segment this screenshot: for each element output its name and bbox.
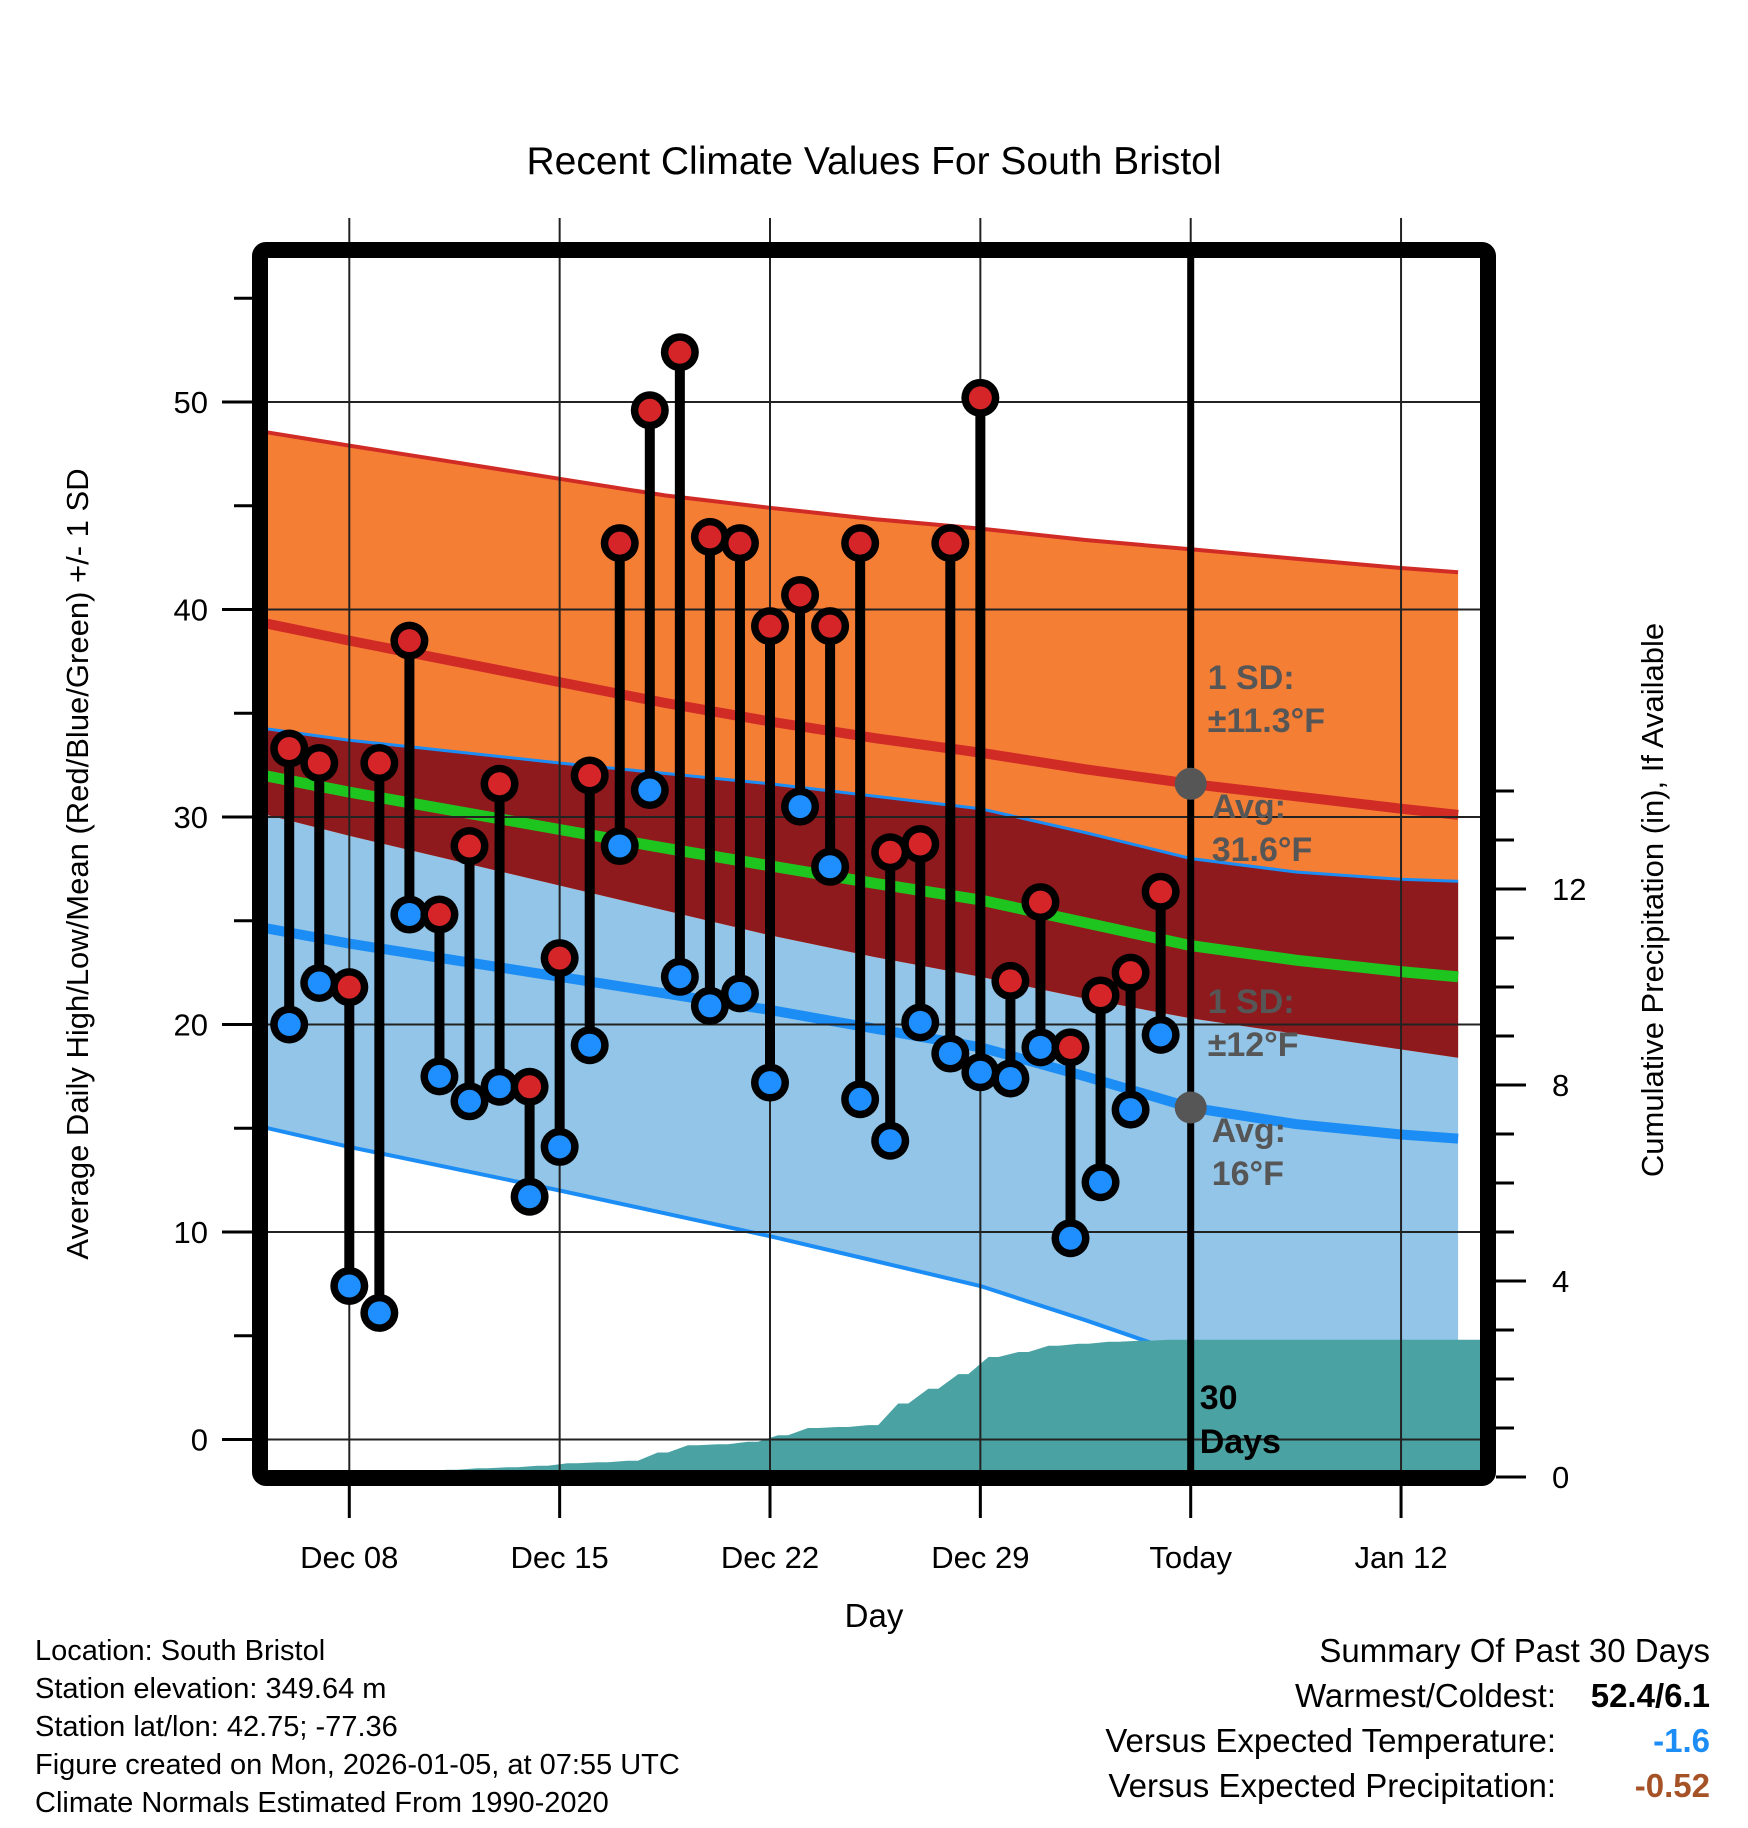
svg-text:40: 40: [174, 593, 208, 628]
summary-row-vs-temperature: Versus Expected Temperature: -1.6: [1105, 1718, 1710, 1763]
station-info: Location: South Bristol Station elevatio…: [35, 1632, 680, 1822]
svg-text:8: 8: [1552, 1068, 1569, 1103]
summary-value: -1.6: [1653, 1722, 1710, 1759]
svg-text:1 SD:: 1 SD:: [1208, 659, 1295, 697]
figure-created: Figure created on Mon, 2026-01-05, at 07…: [35, 1749, 680, 1781]
summary-title: Summary Of Past 30 Days: [1319, 1632, 1710, 1669]
summary-label: Warmest/Coldest:: [1294, 1677, 1556, 1714]
svg-text:Dec 22: Dec 22: [721, 1540, 819, 1575]
svg-text:30: 30: [1200, 1379, 1238, 1417]
svg-text:12: 12: [1552, 872, 1586, 907]
svg-text:4: 4: [1552, 1264, 1569, 1299]
climate-normals-note: Climate Normals Estimated From 1990-2020: [35, 1787, 609, 1819]
svg-text:10: 10: [174, 1215, 208, 1250]
x-axis-label: Day: [844, 1597, 904, 1634]
svg-text:Avg:: Avg:: [1212, 788, 1286, 826]
svg-text:Days: Days: [1200, 1423, 1281, 1461]
svg-text:Dec 15: Dec 15: [511, 1540, 609, 1575]
svg-text:Jan 12: Jan 12: [1355, 1540, 1448, 1575]
svg-text:20: 20: [174, 1008, 208, 1043]
svg-text:Dec 08: Dec 08: [300, 1540, 398, 1575]
y-axis-label-right: Cumulative Precipitation (in), If Availa…: [1635, 622, 1670, 1178]
svg-text:50: 50: [174, 385, 208, 420]
summary-panel: Summary Of Past 30 Days Warmest/Coldest:…: [1105, 1628, 1710, 1808]
svg-text:30: 30: [174, 800, 208, 835]
station-latlon: Station lat/lon: 42.75; -77.36: [35, 1711, 398, 1743]
svg-text:±11.3°F: ±11.3°F: [1208, 702, 1325, 740]
summary-value: -0.52: [1634, 1767, 1710, 1804]
summary-label: Versus Expected Temperature:: [1105, 1722, 1556, 1759]
svg-text:Today: Today: [1149, 1540, 1232, 1575]
station-location: Location: South Bristol: [35, 1635, 326, 1667]
svg-text:Avg:: Avg:: [1212, 1112, 1286, 1150]
summary-row-vs-precipitation: Versus Expected Precipitation: -0.52: [1105, 1763, 1710, 1808]
svg-text:±12°F: ±12°F: [1208, 1026, 1299, 1064]
svg-text:0: 0: [1552, 1460, 1569, 1495]
chart-title: Recent Climate Values For South Bristol: [526, 140, 1222, 183]
svg-text:1 SD:: 1 SD:: [1208, 983, 1295, 1021]
summary-row-warmest-coldest: Warmest/Coldest: 52.4/6.1: [1105, 1673, 1710, 1718]
svg-text:0: 0: [191, 1423, 208, 1458]
summary-value: 52.4/6.1: [1590, 1677, 1710, 1714]
svg-text:Dec 29: Dec 29: [931, 1540, 1029, 1575]
svg-text:31.6°F: 31.6°F: [1212, 831, 1313, 869]
summary-label: Versus Expected Precipitation:: [1108, 1767, 1556, 1804]
svg-text:16°F: 16°F: [1212, 1155, 1284, 1193]
y-axis-label-left: Average Daily High/Low/Mean (Red/Blue/Gr…: [60, 468, 95, 1260]
station-elevation: Station elevation: 349.64 m: [35, 1673, 387, 1705]
